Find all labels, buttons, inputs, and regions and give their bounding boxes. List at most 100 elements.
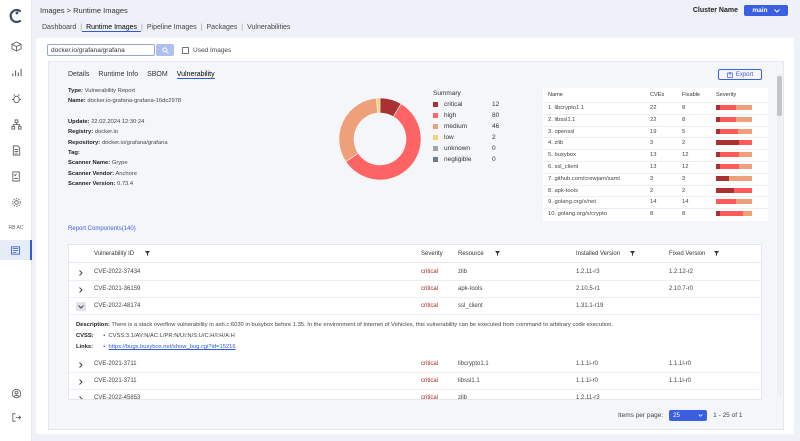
used-images-checkbox[interactable] xyxy=(182,46,189,54)
sidebar-item-policies[interactable] xyxy=(0,166,32,186)
tt-row[interactable]: 1. libcrypto1.1 22 8 xyxy=(543,102,768,112)
items-per-page-value: 25 xyxy=(673,412,680,419)
tt-row[interactable]: 8. apk-tools 2 2 xyxy=(543,184,768,195)
sev-segment xyxy=(716,116,720,122)
donut-slice-high xyxy=(345,103,422,181)
tt-row[interactable]: 9. golang.org/x/net 14 14 xyxy=(543,196,768,206)
tab-sbom[interactable]: SBOM xyxy=(147,71,168,78)
sev-segment xyxy=(716,211,720,217)
page-range: 1 - 25 of 1 xyxy=(713,412,743,419)
sidebar-item-rbac[interactable]: RB AC xyxy=(0,218,32,238)
filter-icon[interactable] xyxy=(630,251,635,256)
sidebar-item-security[interactable] xyxy=(0,88,32,108)
tt-cves: 3 xyxy=(650,175,654,182)
sidebar-item-images[interactable] xyxy=(0,240,32,260)
severity-bar xyxy=(716,116,752,122)
sidebar-item-metrics[interactable] xyxy=(0,62,32,82)
sev-segment xyxy=(739,152,752,158)
tab-vulnerability[interactable]: Vulnerability xyxy=(176,71,215,79)
app-logo-icon xyxy=(9,8,22,24)
sidebar-item-network[interactable] xyxy=(0,114,32,134)
severity-bar xyxy=(716,152,752,158)
vuln-row[interactable]: CVE-2022-45853 critical zlib 1.2.11-r3 xyxy=(69,390,761,399)
tab-details[interactable]: Details xyxy=(68,71,90,78)
nav-runtime-images[interactable]: Runtime Images xyxy=(82,24,142,32)
legend-count: 12 xyxy=(492,101,500,108)
meta-repository: Repository: docker.io/grafana/grafana xyxy=(68,140,168,146)
legend-label: unknown xyxy=(444,145,471,152)
sidebar-item-resources[interactable] xyxy=(0,36,32,56)
tt-row[interactable]: 7. github.com/crewjam/saml 3 3 xyxy=(543,172,768,183)
sidebar-item-account[interactable] xyxy=(0,383,32,403)
tab-runtime-info[interactable]: Runtime Info xyxy=(98,71,139,78)
legend-count: 80 xyxy=(492,112,500,119)
search-icon xyxy=(161,46,169,54)
sidebar-item-settings[interactable] xyxy=(0,192,32,212)
vuln-row[interactable]: CVE-2022-48174 critical ssl_client 1.31.… xyxy=(69,298,761,315)
vuln-row[interactable]: CVE-2021-36159 critical apk-tools 2.10.5… xyxy=(69,281,761,298)
expand-toggle[interactable] xyxy=(76,377,86,386)
tt-cves: 14 xyxy=(650,199,657,206)
meta-registry: Registry: docker.io xyxy=(68,129,118,135)
export-button[interactable]: Export xyxy=(718,69,762,80)
sev-segment xyxy=(719,152,740,158)
vuln-resource: ssl_client xyxy=(458,303,483,309)
meta-scanner-vendor: Scanner Vendor: Anchore xyxy=(68,171,137,177)
donut-slice-low xyxy=(375,97,381,114)
legend-item-medium: medium 46 xyxy=(433,123,503,130)
tt-name: 2. libssl1.1 xyxy=(548,116,576,123)
filter-icon[interactable] xyxy=(495,251,500,256)
cluster-selector-group: Cluster Name main xyxy=(693,5,788,16)
items-per-page-select[interactable]: 25 xyxy=(669,410,708,421)
tt-row[interactable]: 3. openssl 19 5 xyxy=(543,125,768,136)
vuln-row[interactable]: CVE-2021-3711 critical libssl1.1 1.1.1i-… xyxy=(69,373,761,390)
expand-toggle[interactable] xyxy=(76,394,86,399)
meta-name-label: Name: xyxy=(68,98,86,104)
vuln-installed: 1.31.1-r19 xyxy=(576,303,604,309)
export-label: Export xyxy=(735,71,754,78)
tt-row[interactable]: 10. golang.org/x/crypto 8 8 xyxy=(543,208,768,218)
chevron-right-icon xyxy=(79,269,83,276)
sidebar-item-reports[interactable] xyxy=(0,140,32,160)
breadcrumb: Images > Runtime Images xyxy=(40,6,128,15)
meta-update: Update: 22.02.2024 12:30:24 xyxy=(68,119,144,125)
nav-pipeline-images[interactable]: Pipeline Images xyxy=(146,24,197,31)
vuln-row[interactable]: CVE-2022-37434 critical zlib 1.2.11-r3 1… xyxy=(69,264,761,281)
vuln-id: CVE-2022-48174 xyxy=(94,303,141,309)
export-icon xyxy=(726,71,733,78)
vuln-row[interactable]: CVE-2021-3711 critical libcrypto1.1 1.1.… xyxy=(69,356,761,373)
scrollbar-thumb[interactable] xyxy=(777,76,782,116)
tt-row[interactable]: 4. zlib 3 2 xyxy=(543,137,768,147)
expand-toggle[interactable] xyxy=(76,268,86,277)
severity-donut-chart xyxy=(338,97,422,181)
scrollbar[interactable] xyxy=(777,74,782,397)
legend-count: 0 xyxy=(492,156,496,163)
tt-fixable: 14 xyxy=(682,199,689,206)
nav-packages[interactable]: Packages xyxy=(206,24,238,31)
tt-row[interactable]: 2. libssl1.1 22 8 xyxy=(543,113,768,124)
tt-header-name: Name xyxy=(548,92,563,98)
filter-icon[interactable] xyxy=(145,251,150,256)
cluster-select[interactable]: main xyxy=(744,5,788,16)
legend-swatch xyxy=(433,135,438,140)
nav-vulnerabilities[interactable]: Vulnerabilities xyxy=(247,24,291,31)
search-button[interactable] xyxy=(156,44,174,56)
sev-segment xyxy=(716,128,720,134)
filter-icon[interactable] xyxy=(714,251,719,256)
report-components-link[interactable]: Report Components(140) xyxy=(68,226,136,232)
expand-toggle[interactable] xyxy=(76,302,86,311)
tt-row[interactable]: 5. busybox 13 12 xyxy=(543,149,768,159)
legend-label: high xyxy=(444,112,457,119)
detail-link[interactable]: https://bugs.busybox.net/show_bug.cgi?id… xyxy=(108,344,236,350)
vuln-severity: critical xyxy=(421,378,439,384)
sev-segment xyxy=(735,105,752,110)
legend-item-unknown: unknown 0 xyxy=(433,145,503,152)
image-search-input[interactable]: docker.io/grafana/grafana xyxy=(47,44,155,56)
expand-toggle[interactable] xyxy=(76,285,86,294)
vh-installed: Installed Version xyxy=(576,251,621,257)
nav-dashboard[interactable]: Dashboard xyxy=(42,24,77,31)
tt-row[interactable]: 6. ssl_client 13 12 xyxy=(543,161,768,171)
sidebar-item-logout[interactable] xyxy=(0,407,32,427)
meta-repository-value: docker.io/grafana/grafana xyxy=(101,140,168,146)
expand-toggle[interactable] xyxy=(76,360,86,369)
